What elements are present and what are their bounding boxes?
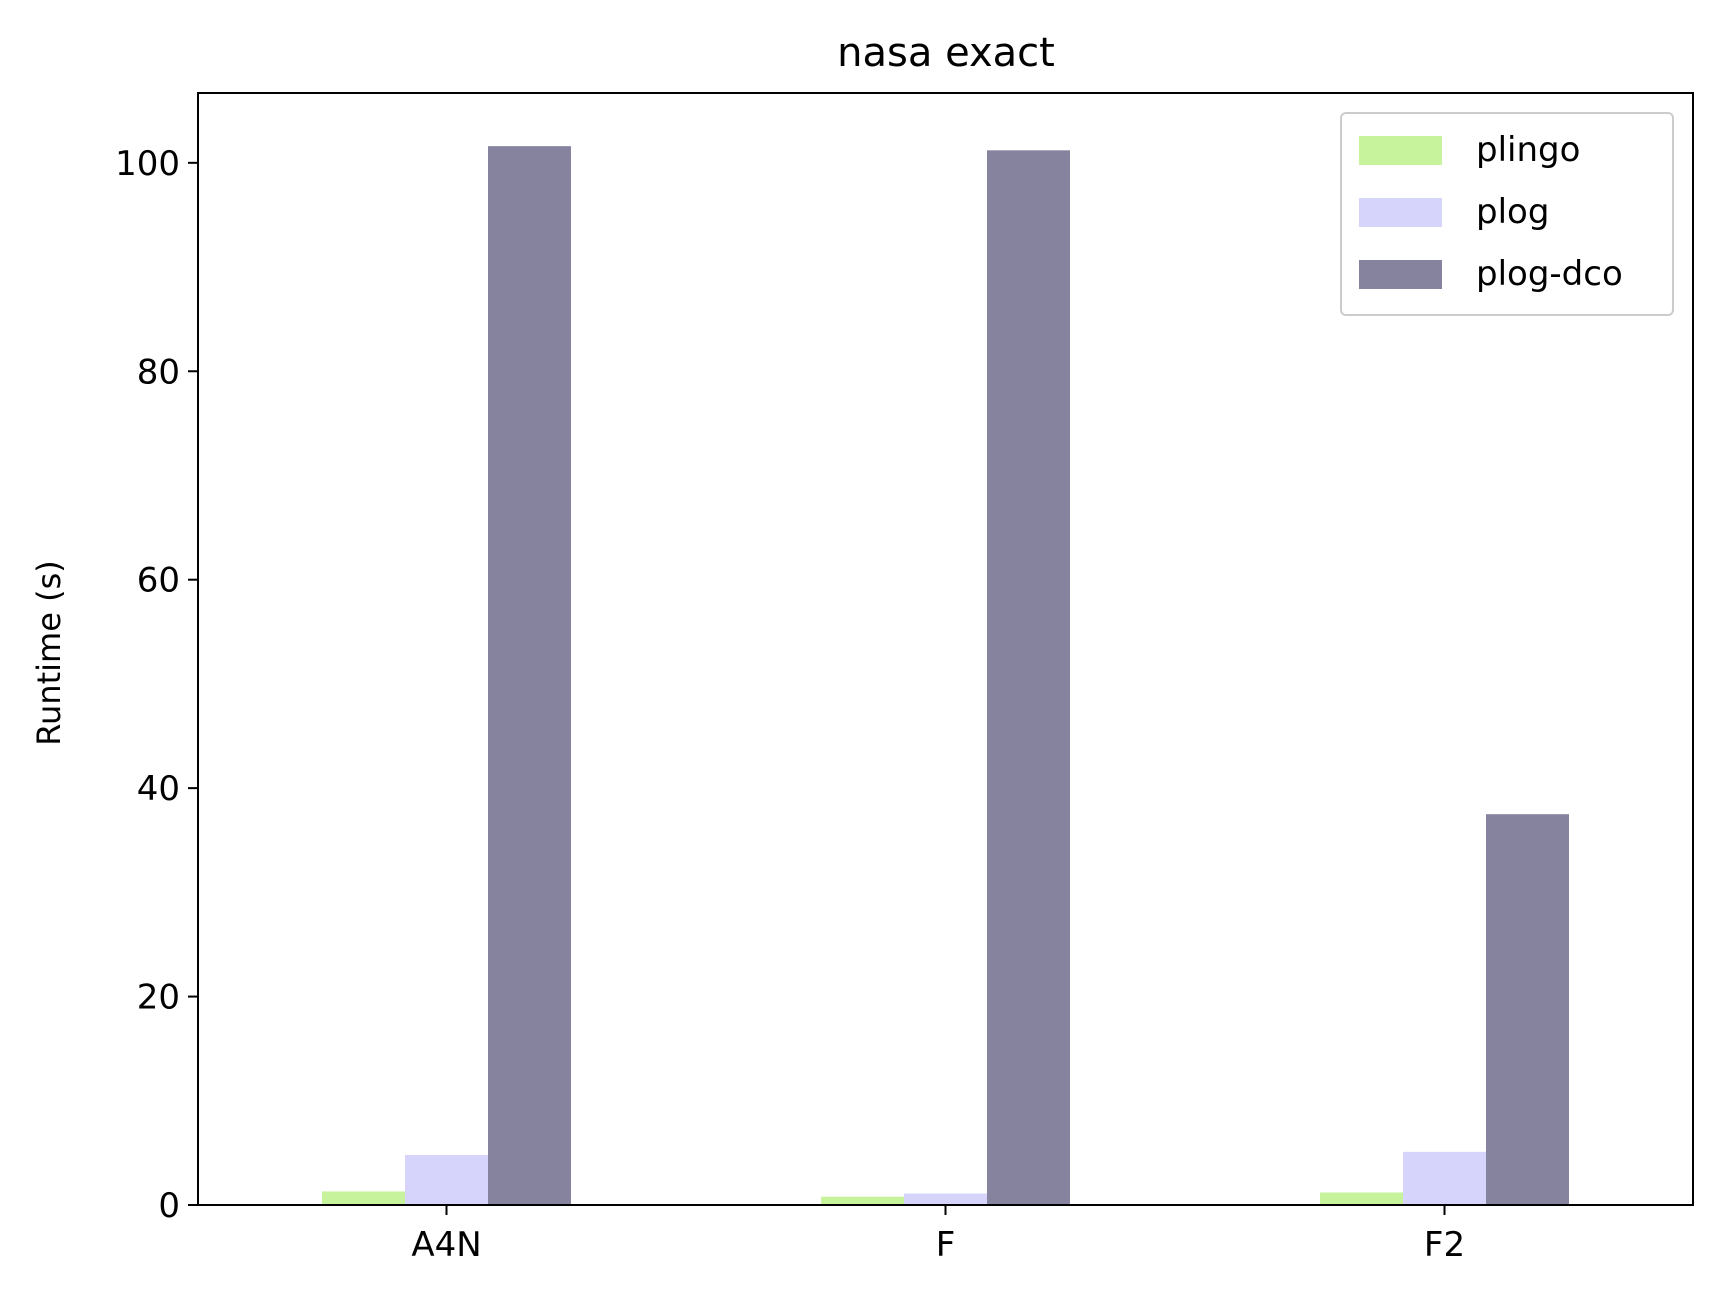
y-tick-label: 80 [137,352,180,392]
y-tick-label: 40 [137,769,180,809]
bar-plog-F [904,1193,987,1205]
legend-label-plog-dco: plog-dco [1476,254,1623,294]
y-tick-label: 0 [158,1186,180,1226]
y-axis-label: Runtime (s) [30,560,68,745]
y-tick-label: 100 [115,144,180,184]
chart-title: nasa exact [837,30,1055,76]
x-tick-label: A4N [411,1225,481,1265]
bar-plingo-F2 [1320,1192,1403,1205]
legend-label-plingo: plingo [1476,130,1580,170]
y-axis: 0 20 40 60 80 100 [115,144,198,1226]
legend-swatch-plingo [1359,136,1442,165]
bar-plog-dco-F [987,150,1070,1205]
y-tick-label: 60 [137,561,180,601]
legend-label-plog: plog [1476,192,1549,232]
bar-plog-dco-A4N [488,146,571,1206]
x-tick-label: F2 [1424,1225,1465,1265]
legend-swatch-plog-dco [1359,260,1442,289]
bar-plog-A4N [405,1154,488,1205]
x-tick-label: F [936,1225,956,1265]
bars-layer [322,146,1569,1206]
plot-frame [197,92,1694,1206]
legend-swatch-plog [1359,198,1442,227]
bar-plingo-F [821,1196,904,1205]
y-tick-label: 20 [137,978,180,1018]
bar-plog-dco-F2 [1486,814,1569,1205]
bar-plingo-A4N [322,1191,405,1205]
bar-plog-F2 [1403,1151,1486,1205]
x-axis: A4N F F2 [411,1205,1465,1265]
legend: plingo plog plog-dco [1340,112,1674,316]
